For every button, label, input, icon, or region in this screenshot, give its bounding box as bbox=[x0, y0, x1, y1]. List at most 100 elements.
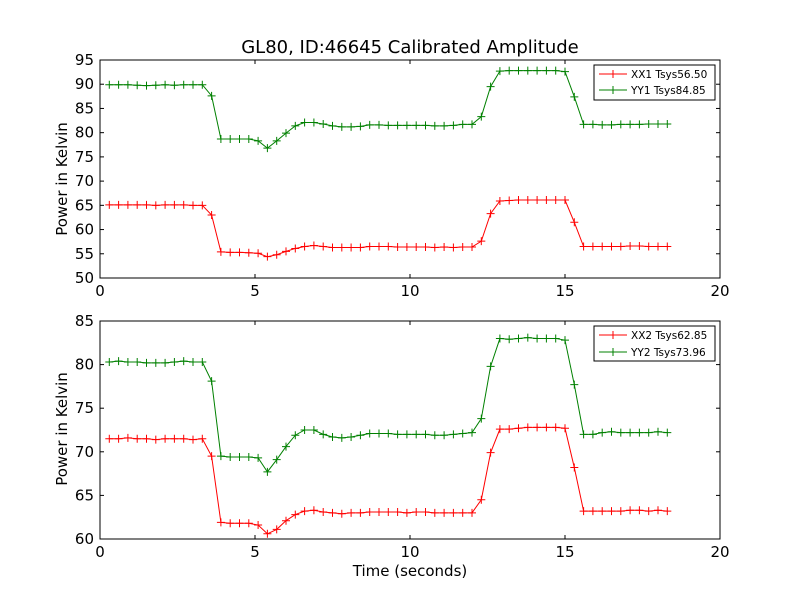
y-axis-label-bottom: Power in Kelvin bbox=[53, 372, 71, 486]
data-point bbox=[477, 237, 486, 246]
x-tick-label: 20 bbox=[710, 282, 729, 300]
legend-box-top bbox=[593, 64, 716, 101]
data-point bbox=[626, 120, 635, 129]
data-point bbox=[644, 428, 653, 437]
top-plot: GL80, ID:46645 Calibrated Amplitude Powe… bbox=[53, 37, 730, 300]
data-point bbox=[309, 118, 318, 127]
chart-title: GL80, ID:46645 Calibrated Amplitude bbox=[241, 37, 579, 58]
data-point bbox=[151, 201, 160, 210]
data-point bbox=[244, 134, 253, 143]
legend-bottom: XX2 Tsys62.85 YY2 Tsys73.96 bbox=[593, 325, 716, 362]
data-point bbox=[449, 508, 458, 517]
data-point bbox=[216, 452, 225, 461]
data-point bbox=[198, 201, 207, 210]
data-point bbox=[440, 121, 449, 130]
data-point bbox=[216, 518, 225, 527]
data-point bbox=[654, 119, 662, 128]
x-tick-label: 10 bbox=[400, 543, 419, 561]
data-point bbox=[449, 121, 458, 130]
data-point bbox=[291, 510, 300, 519]
y-tick-label: 75 bbox=[75, 399, 94, 417]
x-tick-label: 0 bbox=[95, 282, 105, 300]
data-point bbox=[402, 430, 411, 439]
data-point bbox=[514, 196, 523, 205]
data-point bbox=[514, 334, 523, 343]
data-point bbox=[570, 218, 579, 227]
data-point bbox=[291, 121, 300, 130]
data-point bbox=[663, 242, 672, 251]
data-point bbox=[421, 242, 430, 251]
data-point bbox=[161, 434, 170, 443]
data-point bbox=[226, 519, 235, 528]
data-point bbox=[579, 120, 588, 129]
data-point bbox=[384, 507, 393, 516]
data-point bbox=[495, 425, 504, 434]
data-point bbox=[114, 434, 123, 443]
data-point bbox=[486, 209, 495, 218]
data-point bbox=[533, 66, 542, 75]
data-point bbox=[226, 248, 235, 257]
data-point bbox=[347, 432, 356, 441]
data-point bbox=[393, 430, 402, 439]
data-point bbox=[616, 428, 625, 437]
ticks-top: 0 5 10 15 20 50 55 60 65 70 75 80 85 90 95 bbox=[75, 51, 730, 300]
data-point bbox=[486, 448, 495, 457]
data-point bbox=[514, 66, 523, 75]
ticks-bottom: 0 5 10 15 20 60 65 70 75 80 85 bbox=[75, 312, 730, 561]
data-point bbox=[412, 242, 421, 251]
data-point bbox=[644, 507, 653, 516]
data-point bbox=[300, 507, 309, 516]
data-point bbox=[263, 252, 272, 261]
data-point bbox=[319, 119, 328, 128]
data-point bbox=[272, 455, 281, 464]
y-tick-label: 65 bbox=[75, 486, 94, 504]
data-point bbox=[402, 242, 411, 251]
data-point bbox=[216, 134, 225, 143]
data-point bbox=[105, 200, 114, 209]
data-point bbox=[477, 112, 486, 121]
data-point bbox=[207, 211, 216, 220]
data-point bbox=[142, 358, 151, 367]
data-point bbox=[254, 453, 263, 462]
y-tick-label: 70 bbox=[75, 443, 94, 461]
data-point bbox=[244, 248, 253, 257]
data-point bbox=[468, 428, 476, 437]
data-point bbox=[607, 507, 616, 516]
data-point bbox=[142, 434, 151, 443]
data-point bbox=[235, 134, 244, 143]
data-point bbox=[161, 200, 170, 209]
data-point bbox=[551, 66, 560, 75]
legend-top: XX1 Tsys56.50 YY1 Tsys84.85 bbox=[593, 64, 716, 101]
legend-marker-yy2 bbox=[609, 348, 617, 356]
data-point bbox=[244, 519, 253, 528]
x-tick-label: 15 bbox=[555, 282, 574, 300]
data-point bbox=[654, 506, 662, 515]
data-point bbox=[263, 144, 272, 153]
data-point bbox=[468, 508, 476, 517]
data-point bbox=[616, 120, 625, 129]
data-point bbox=[551, 423, 560, 432]
data-point bbox=[495, 334, 504, 343]
data-point bbox=[170, 200, 179, 209]
data-point bbox=[505, 196, 514, 205]
data-point bbox=[114, 357, 123, 366]
data-point bbox=[486, 362, 495, 371]
data-point bbox=[468, 120, 476, 129]
data-point bbox=[142, 81, 151, 90]
data-point bbox=[309, 506, 318, 515]
data-point bbox=[356, 508, 365, 517]
data-point bbox=[123, 200, 132, 209]
data-point bbox=[365, 242, 374, 251]
data-point bbox=[570, 380, 579, 389]
data-point bbox=[588, 120, 597, 129]
data-point bbox=[579, 507, 588, 516]
y-tick-label: 50 bbox=[75, 269, 94, 287]
data-point bbox=[179, 357, 188, 366]
data-point bbox=[300, 242, 309, 251]
series-group-bottom bbox=[105, 333, 672, 538]
x-axis-label: Time (seconds) bbox=[352, 562, 468, 580]
data-point bbox=[468, 242, 476, 251]
data-point bbox=[282, 129, 290, 138]
data-point bbox=[114, 80, 123, 89]
data-point bbox=[375, 120, 383, 129]
